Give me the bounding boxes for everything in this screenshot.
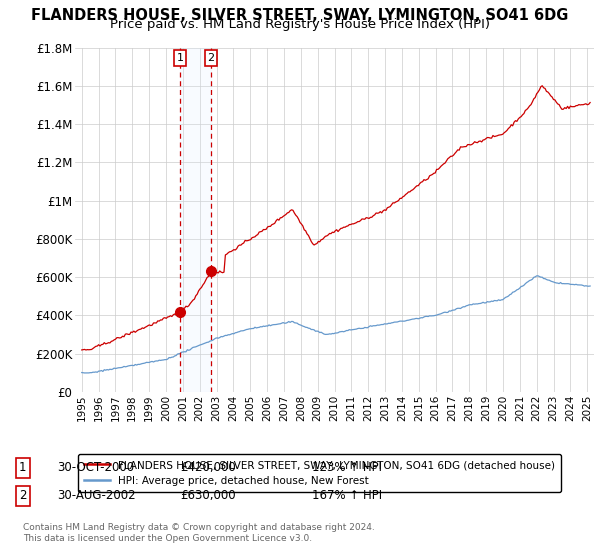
Text: 1: 1 (176, 53, 184, 63)
Text: 167% ↑ HPI: 167% ↑ HPI (312, 489, 382, 502)
Text: £420,000: £420,000 (180, 461, 236, 474)
Bar (180, 48, 211, 392)
Text: Contains HM Land Registry data © Crown copyright and database right 2024.
This d: Contains HM Land Registry data © Crown c… (23, 524, 374, 543)
Text: 1: 1 (19, 461, 26, 474)
Text: £630,000: £630,000 (180, 489, 236, 502)
Text: Price paid vs. HM Land Registry's House Price Index (HPI): Price paid vs. HM Land Registry's House … (110, 18, 490, 31)
Text: FLANDERS HOUSE, SILVER STREET, SWAY, LYMINGTON, SO41 6DG: FLANDERS HOUSE, SILVER STREET, SWAY, LYM… (31, 8, 569, 24)
Text: 2: 2 (208, 53, 214, 63)
Text: 123% ↑ HPI: 123% ↑ HPI (312, 461, 382, 474)
Text: 30-OCT-2000: 30-OCT-2000 (57, 461, 134, 474)
Text: 30-AUG-2002: 30-AUG-2002 (57, 489, 136, 502)
Legend: FLANDERS HOUSE, SILVER STREET, SWAY, LYMINGTON, SO41 6DG (detached house), HPI: : FLANDERS HOUSE, SILVER STREET, SWAY, LYM… (77, 454, 562, 492)
Text: 2: 2 (19, 489, 26, 502)
